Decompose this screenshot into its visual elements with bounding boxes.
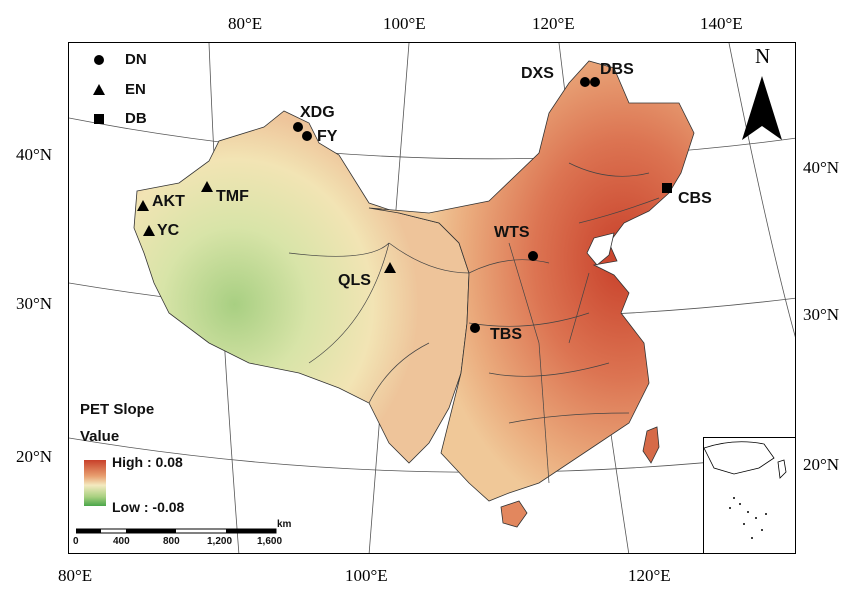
bohai-sea [586,232,615,266]
scale-unit: km [277,519,292,530]
legend-db-label: DB [125,110,147,127]
station-dxs-label: DXS [521,65,554,82]
color-legend-subtitle: Value [80,428,120,445]
station-akt-label: AKT [152,193,185,210]
station-dbs-marker [590,77,600,87]
map-canvas [69,43,795,553]
left-lat-30: 30°N [16,294,53,313]
scale-tick-1200: 1,200 [207,536,233,547]
top-lon-140: 140°E [700,14,743,33]
station-qls-marker [384,262,396,273]
station-tbs-marker [470,323,480,333]
color-ramp [84,460,106,506]
station-tmf-marker [201,181,213,192]
color-legend-high: High : 0.08 [112,454,183,470]
legend-db-icon [94,114,104,124]
scale-bar-graphic [75,528,277,534]
province-boundaries [288,162,660,484]
station-dxs-marker [580,77,590,87]
north-arrow [740,76,784,142]
map-frame [68,42,796,554]
south-china-sea-inset [703,437,795,553]
legend-dn-icon [94,55,104,65]
station-xdg-marker [293,122,303,132]
top-lon-120: 120°E [532,14,575,33]
station-tmf-label: TMF [216,188,249,205]
china-west-region [133,110,470,464]
scale-tick-800: 800 [163,536,180,547]
scale-bar [75,525,286,543]
station-qls-label: QLS [338,272,371,289]
legend-en-label: EN [125,81,146,98]
scale-tick-400: 400 [113,536,130,547]
right-lat-40: 40°N [803,158,840,177]
station-tbs-label: TBS [490,326,522,343]
left-lat-20: 20°N [16,447,53,466]
station-cbs-label: CBS [678,190,712,207]
left-lat-40: 40°N [16,145,53,164]
legend-en-icon [93,84,105,95]
station-akt-marker [137,200,149,211]
station-fy-marker [302,131,312,141]
scale-tick-1600: 1,600 [257,536,283,547]
china-east-region [368,60,695,502]
top-lon-80: 80°E [228,14,263,33]
station-fy-label: FY [317,128,338,145]
north-arrow-icon [742,76,782,140]
hainan-island [500,500,528,528]
station-wts-marker [528,251,538,261]
legend-dn-label: DN [125,51,147,68]
station-cbs-marker [662,183,672,193]
inset-canvas [703,441,787,539]
color-legend-low: Low : -0.08 [112,499,185,515]
color-legend-title: PET Slope [80,401,155,418]
station-dbs-label: DBS [600,61,634,78]
station-yc-marker [143,225,155,236]
top-lon-100: 100°E [383,14,426,33]
station-wts-label: WTS [494,224,530,241]
bottom-lon-120: 120°E [628,566,671,585]
station-xdg-label: XDG [300,104,335,121]
north-label: N [755,44,771,68]
station-yc-label: YC [157,222,180,239]
scale-tick-0: 0 [73,536,79,547]
bottom-lon-100: 100°E [345,566,388,585]
right-lat-30: 30°N [803,305,840,324]
right-lat-20: 20°N [803,455,840,474]
bottom-lon-80: 80°E [58,566,93,585]
taiwan-island [642,426,660,464]
